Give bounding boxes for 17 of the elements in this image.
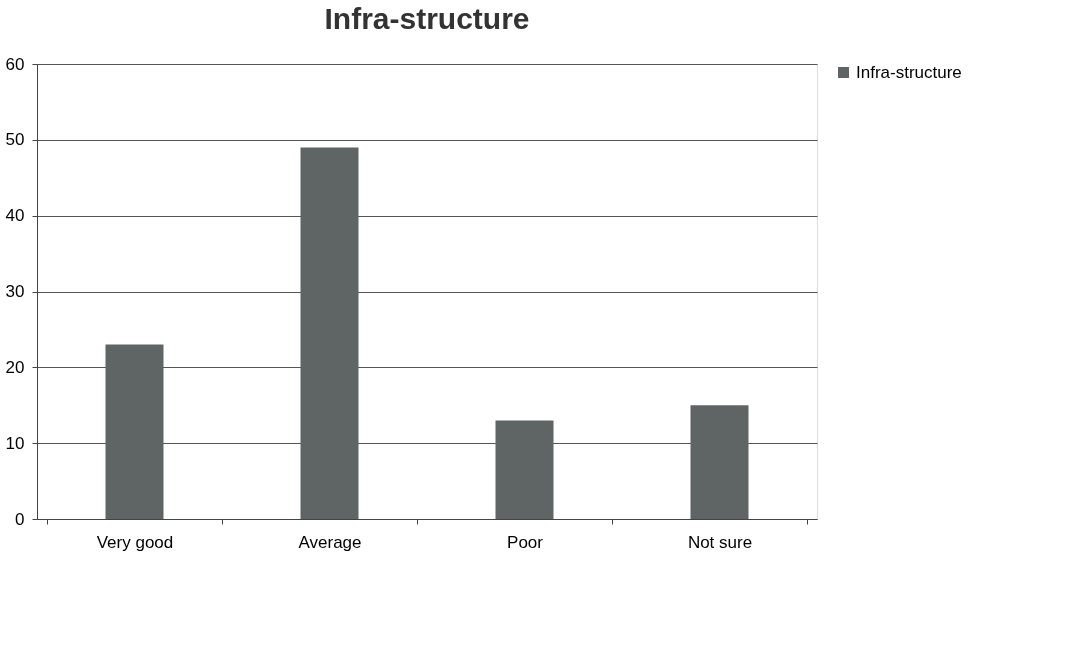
bar [495, 420, 554, 519]
y-tick-label: 60 [5, 54, 25, 74]
y-tick-label: 10 [5, 433, 25, 453]
bar [105, 344, 164, 519]
legend-label: Infra-structure [856, 62, 962, 82]
bar [690, 405, 749, 519]
y-tick-label: 0 [15, 509, 25, 529]
x-tick-label: Very good [96, 532, 174, 552]
x-tick-label: Poor [507, 532, 544, 552]
x-tick-label: Average [298, 532, 362, 552]
y-tick-label: 40 [5, 206, 25, 226]
bar [300, 147, 359, 519]
y-tick-label: 30 [5, 282, 25, 301]
y-tick-label: 50 [5, 130, 25, 150]
y-tick-label: 20 [5, 357, 25, 377]
x-tick-label: Not sure [687, 532, 753, 552]
chart-title: Infra-structure [324, 2, 530, 35]
